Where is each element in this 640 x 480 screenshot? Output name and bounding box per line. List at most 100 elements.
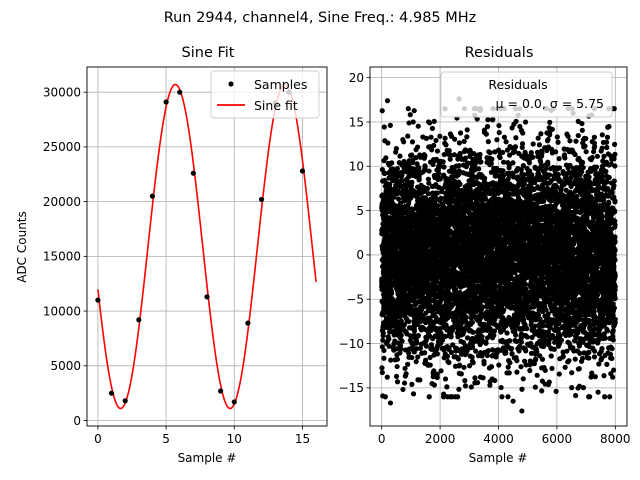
residual-point (394, 379, 401, 385)
legend-samples-marker (228, 81, 234, 87)
residual-point (382, 170, 388, 177)
residual-point (381, 124, 387, 130)
residual-point (461, 138, 467, 144)
residual-point (401, 139, 407, 145)
residual-point (521, 181, 528, 187)
residual-point (409, 354, 415, 361)
residual-point (448, 333, 454, 340)
residual-point (452, 136, 458, 142)
residual-point (484, 352, 490, 359)
residual-point (481, 361, 487, 367)
residual-point (503, 350, 509, 356)
residual-point (398, 318, 404, 324)
residual-point (394, 363, 400, 370)
residual-point (401, 380, 408, 386)
residual-point (458, 371, 464, 377)
residual-point (384, 374, 390, 380)
residual-point (413, 359, 419, 365)
residual-point (518, 364, 524, 370)
residual-point (414, 340, 420, 346)
residual-point (434, 190, 440, 196)
residual-point (396, 196, 402, 202)
sample-point (258, 196, 265, 203)
residual-point (422, 350, 428, 356)
residual-point (492, 377, 498, 384)
residual-point (501, 134, 508, 140)
residual-point (382, 394, 388, 400)
residual-point (440, 159, 446, 165)
residual-point (507, 338, 513, 344)
residual-point (427, 120, 433, 126)
residual-point (399, 172, 405, 178)
residual-point (381, 355, 387, 361)
residual-point (426, 394, 432, 400)
residual-point (379, 369, 385, 376)
residual-point (407, 333, 413, 339)
residual-point (411, 108, 417, 114)
residual-point (496, 122, 502, 129)
residual-point (438, 368, 444, 374)
residual-point (496, 129, 502, 136)
residual-point (472, 375, 478, 381)
residual-point (397, 350, 403, 356)
residual-point (386, 336, 392, 342)
residual-point (501, 307, 507, 313)
residual-point (457, 130, 464, 136)
residual-point (504, 330, 510, 336)
residual-point (498, 384, 504, 391)
residual-point (503, 139, 509, 145)
residual-point (519, 141, 526, 147)
residual-point (505, 394, 511, 400)
residual-point (386, 343, 392, 349)
residual-point (411, 328, 418, 334)
sine-fit-x-tick-label: 15 (295, 432, 310, 446)
residual-point (442, 135, 448, 141)
residual-point (401, 322, 408, 328)
residual-point (410, 119, 416, 125)
residual-point (405, 106, 411, 112)
residual-point (393, 373, 400, 379)
sample-point (136, 317, 142, 323)
residual-point (414, 144, 421, 150)
residual-point (433, 137, 439, 144)
residual-point (520, 376, 526, 382)
residual-point (407, 112, 413, 118)
sample-point (190, 170, 196, 176)
residual-point (442, 376, 449, 382)
residual-point (470, 329, 476, 335)
sample-point (245, 320, 251, 326)
residual-point (446, 148, 452, 154)
sample-point (163, 99, 169, 105)
residual-point (443, 142, 449, 148)
residual-point (441, 164, 447, 170)
residual-point (470, 360, 476, 366)
sine-fit-x-ticks: 0 5 10 15 (94, 426, 310, 446)
residual-point (415, 123, 421, 129)
residual-point (387, 122, 393, 128)
sine-fit-axes-frame (86, 66, 328, 427)
sample-point (108, 390, 115, 396)
residual-point (457, 181, 463, 187)
residual-point (456, 362, 463, 368)
residual-point (403, 371, 409, 377)
residual-point (406, 120, 412, 126)
residual-point (497, 154, 503, 161)
residual-point (422, 153, 428, 159)
sine-fit-x-axis-label: Sample # (178, 451, 237, 465)
residual-point (484, 123, 491, 130)
residual-point (500, 168, 506, 174)
residual-point (388, 357, 394, 363)
sample-point (95, 297, 101, 303)
residual-point (462, 383, 469, 389)
residual-point (490, 116, 496, 123)
residual-point (399, 338, 405, 344)
residual-point (390, 175, 396, 181)
residual-point (397, 184, 403, 190)
residual-point (380, 330, 386, 336)
residual-point (480, 375, 486, 381)
residual-point (483, 340, 489, 346)
residual-point (437, 325, 443, 332)
residual-point (518, 339, 524, 345)
residual-point (513, 118, 519, 124)
